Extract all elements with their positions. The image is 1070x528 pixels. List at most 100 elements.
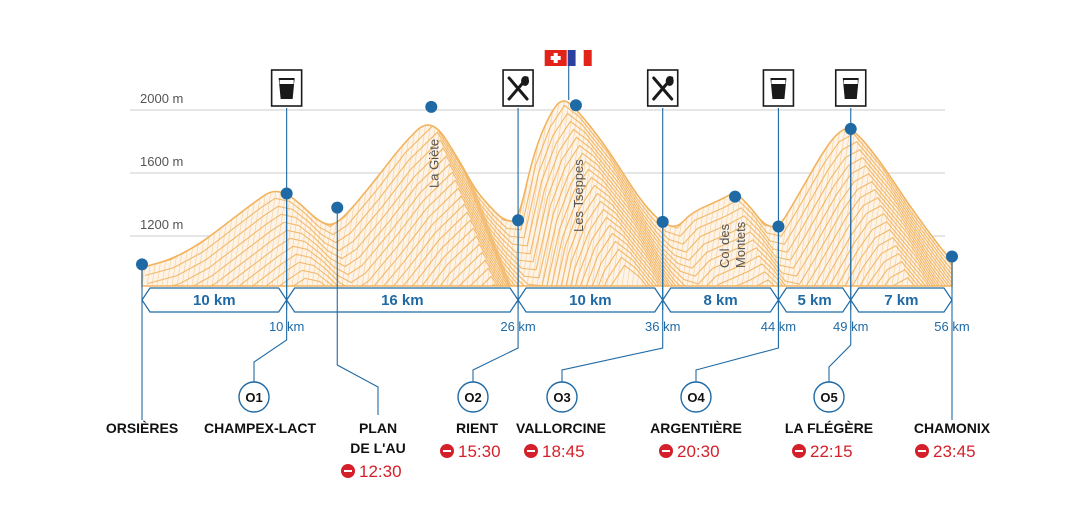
place-label-group: RIENT 15:30 [440,420,501,461]
hatch-stroke [987,95,1015,286]
ridge-line [153,128,952,286]
hatch-stroke [982,95,1010,286]
place-name: VALLORCINE [516,420,606,436]
waypoint-dot [331,201,344,214]
place-name: CHAMPEX-LACT [204,420,316,436]
profile-fill [142,101,952,286]
place-name: PLAN [359,420,397,436]
waypoint-dot [772,220,785,233]
food-icon [646,69,679,107]
checkpoint-circle [546,381,578,413]
ridge-line [192,232,952,286]
time-dot-bar [918,450,926,452]
ridge-line [198,248,952,286]
place-name: DE L'AU [350,440,405,456]
peak-label: Montets [733,221,748,268]
place-label-group: CHAMONIX 23:45 [914,420,991,461]
checkpoint-circle [680,381,712,413]
swiss-french-flag-icon [544,50,592,66]
ridge-line [144,104,952,277]
segment-label: 16 km [381,292,424,309]
time-label: 20:30 [677,442,720,461]
swiss-cross-h [550,56,561,60]
glass-rim [771,80,786,84]
ridge-line [186,216,952,286]
place-name: ARGENTIÈRE [650,420,742,436]
hatch-stroke [142,101,146,286]
hatch-stroke [87,95,115,286]
hatch-stroke [102,95,130,286]
checkpoint-label: O1 [245,390,262,405]
food-icon [502,69,534,107]
hatch-stroke [536,101,566,286]
french-white [575,50,584,66]
glass-rim [279,80,294,84]
leader-line [336,207,379,415]
time-dot-bar [344,470,352,472]
french-blue [567,50,576,66]
hatch-stroke [107,95,135,286]
hatch-stroke [556,101,586,286]
peak-label: Col des [717,223,732,268]
y-tick-label: 1200 m [140,217,183,232]
hatch-stroke [972,95,1000,286]
ridge-line [156,136,952,286]
segment-label: 8 km [703,292,737,309]
y-tick-label: 2000 m [140,91,183,106]
hatch-stroke [551,101,581,286]
hatch-stroke [526,101,556,286]
peak-label: Les Tseppes [571,159,586,232]
hatch-stroke [142,101,171,286]
ridge-line [171,176,952,286]
waypoint-dot [280,187,293,200]
checkpoint-circle [238,381,270,413]
drink-icon [270,69,303,107]
hatch-stroke [142,101,156,286]
hatch-stroke [967,95,995,286]
place-label-group: ORSIÈRES [106,420,178,436]
hatch-stroke [82,95,110,286]
waypoint-dot [569,99,582,112]
waypoint-leaders: O1 O2 O3 O4 O5 [136,66,958,420]
time-label: 22:15 [810,442,853,461]
waypoint-dot [512,214,525,227]
checkpoint-label: O4 [687,390,705,405]
time-dot-bar [662,450,670,452]
elevation-profile [82,95,1015,287]
hatch-stroke [561,101,591,286]
hatch-stroke [957,95,985,286]
waypoint-dot [136,258,148,271]
checkpoint-circle [813,381,845,413]
ridge-line [150,120,952,286]
place-label-group: CHAMPEX-LACT [204,420,316,436]
waypoint-dot [946,250,958,263]
hatch-stroke [977,95,1005,286]
hatch-stroke [146,101,176,286]
checkpoint-label: O3 [553,390,570,405]
aid-station-icons [270,50,867,107]
segment-label: 7 km [884,292,918,309]
ridge-line [174,184,952,286]
checkpoint-circle [457,381,489,413]
place-name: ORSIÈRES [106,420,178,436]
waypoint-dot [425,100,438,113]
spoon-bowl [521,76,530,86]
profile-outline [141,100,953,287]
ridge-line [204,264,952,286]
waypoint-dot [656,215,669,228]
hatch-stroke [546,101,576,286]
hatch-stroke [962,95,990,286]
drink-icon [834,69,867,107]
place-name: CHAMONIX [914,420,991,436]
time-label: 15:30 [458,442,501,461]
hatch-stroke [401,101,431,286]
waypoint-dot [729,190,742,203]
hatch-stroke [406,101,436,286]
checkpoint-label: O2 [464,390,481,405]
drink-icon [762,69,795,107]
ridge-line [189,224,952,286]
segment-label: 10 km [193,292,236,309]
place-label-group: PLAN DE L'AU 12:30 [341,420,406,481]
